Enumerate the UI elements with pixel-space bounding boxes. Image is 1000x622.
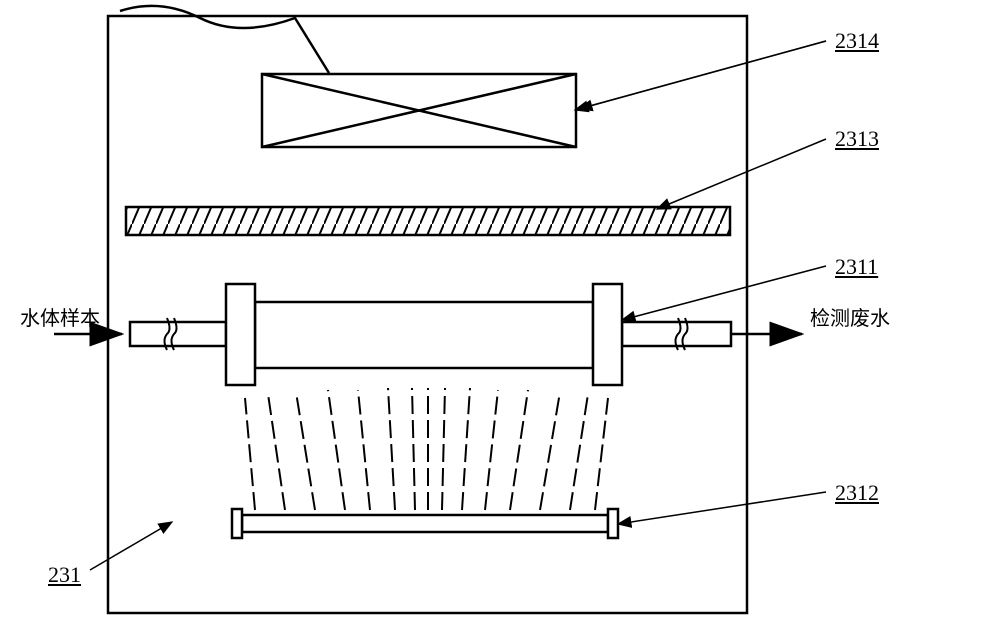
light-cap-left xyxy=(232,509,242,538)
light-cap-right xyxy=(608,509,618,538)
leader-2311 xyxy=(622,266,826,320)
pipe-left xyxy=(130,322,226,346)
flange-right xyxy=(593,284,622,385)
output-label: 检测废水 xyxy=(810,302,890,331)
ref-231: 231 xyxy=(48,562,81,588)
ref-2313: 2313 xyxy=(835,126,879,152)
tube-body xyxy=(255,302,593,368)
ref-2311: 2311 xyxy=(835,254,878,280)
leader-2313 xyxy=(657,139,826,209)
leader-2312 xyxy=(618,492,826,524)
flange-left xyxy=(226,284,255,385)
ref-2314: 2314 xyxy=(835,28,879,54)
leader-231 xyxy=(90,522,172,570)
hatched-bar xyxy=(126,207,730,235)
light-rays xyxy=(245,388,608,510)
ref-2312: 2312 xyxy=(835,480,879,506)
leader-2314-rev xyxy=(579,41,826,109)
light-tube xyxy=(242,515,608,532)
input-label: 水体样本 xyxy=(20,302,100,331)
